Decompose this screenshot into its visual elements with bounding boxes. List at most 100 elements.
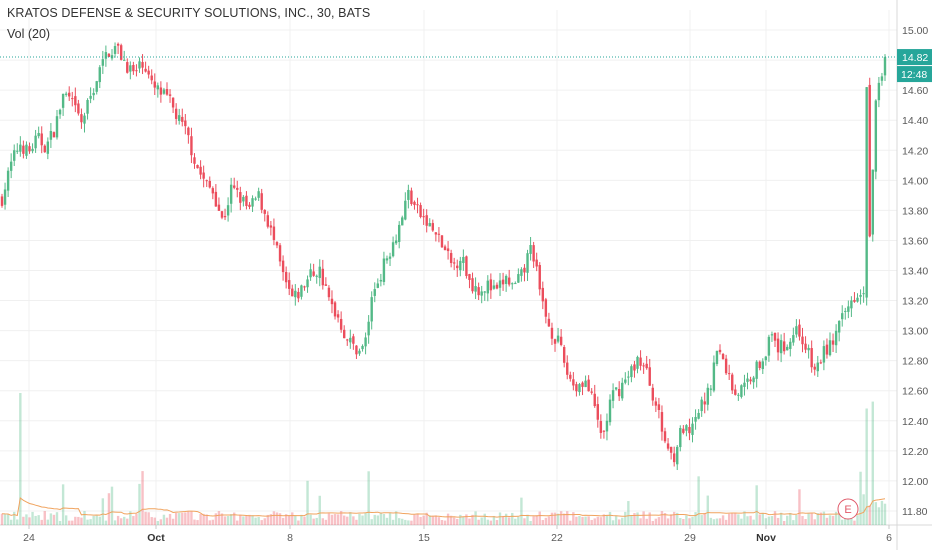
volume-bar bbox=[89, 519, 92, 525]
volume-bar bbox=[3, 514, 7, 525]
volume-bar bbox=[440, 520, 444, 525]
candle-body bbox=[364, 337, 367, 347]
volume-bar bbox=[178, 513, 181, 525]
volume-bar bbox=[141, 471, 144, 525]
volume-bar bbox=[77, 516, 80, 525]
candle-body bbox=[31, 148, 34, 152]
candle-body bbox=[532, 245, 535, 262]
volume-bar bbox=[789, 512, 792, 525]
volume-bar bbox=[245, 516, 248, 525]
candle-body bbox=[190, 136, 193, 156]
candle-body bbox=[327, 287, 331, 298]
candle-body bbox=[862, 293, 865, 295]
candle-body bbox=[187, 127, 190, 136]
volume-bar bbox=[394, 511, 398, 525]
candle-body bbox=[0, 196, 4, 206]
volume-bar bbox=[422, 515, 425, 525]
candle-body bbox=[841, 313, 844, 320]
volume-bar bbox=[569, 520, 572, 525]
volume-bar bbox=[236, 520, 239, 525]
volume-bar bbox=[645, 518, 648, 525]
volume-bar bbox=[575, 516, 578, 525]
volume-bar bbox=[34, 515, 37, 525]
candle-body bbox=[810, 348, 813, 368]
candle-body bbox=[541, 287, 544, 302]
volume-bar bbox=[74, 516, 77, 525]
volume-bar bbox=[269, 514, 273, 525]
volume-bar bbox=[749, 515, 752, 525]
volume-bar bbox=[731, 512, 734, 525]
volume-bar bbox=[126, 518, 129, 525]
volume-bar bbox=[624, 511, 627, 525]
volume-bar bbox=[883, 503, 887, 525]
candle-body bbox=[593, 393, 596, 407]
candle-body bbox=[95, 81, 98, 92]
candle-body bbox=[456, 265, 459, 269]
volume-indicator-label[interactable]: Vol (20) bbox=[7, 27, 51, 41]
candle-body bbox=[291, 288, 294, 297]
candle-body bbox=[349, 337, 352, 343]
time-tick-label: 15 bbox=[418, 532, 430, 544]
candle-body bbox=[294, 290, 297, 298]
candle-body bbox=[459, 260, 462, 271]
candle-body bbox=[572, 379, 575, 386]
candle-body bbox=[153, 81, 156, 88]
candle-body bbox=[633, 364, 636, 371]
candle-body bbox=[480, 291, 483, 296]
volume-bar bbox=[798, 489, 801, 525]
time-tick-label: Oct bbox=[147, 532, 165, 544]
candle-body bbox=[877, 82, 881, 101]
volume-bar bbox=[556, 513, 560, 525]
candle-body bbox=[773, 332, 777, 341]
candle-body bbox=[749, 379, 752, 382]
candle-body bbox=[844, 310, 847, 312]
volume-bar bbox=[547, 516, 551, 525]
volume-bar bbox=[514, 518, 517, 525]
candle-body bbox=[608, 399, 612, 423]
candle-body bbox=[98, 67, 101, 83]
candle-body bbox=[789, 341, 792, 349]
volume-bar bbox=[666, 518, 670, 525]
volume-bar bbox=[584, 516, 587, 525]
volume-bar bbox=[9, 519, 13, 525]
volume-bar bbox=[507, 517, 511, 525]
candle-body bbox=[92, 92, 95, 96]
candle-body bbox=[724, 358, 728, 374]
candle-body bbox=[239, 192, 242, 203]
volume-bar bbox=[614, 515, 618, 525]
earnings-marker bbox=[837, 498, 859, 520]
candle-body bbox=[837, 320, 841, 333]
volume-bar bbox=[578, 516, 581, 525]
candle-body bbox=[89, 95, 92, 99]
volume-bar bbox=[309, 514, 312, 525]
candle-body bbox=[764, 356, 768, 361]
candle-body bbox=[663, 431, 667, 442]
candle-body bbox=[339, 318, 343, 330]
volume-bar bbox=[19, 393, 22, 525]
volume-bar bbox=[80, 517, 83, 525]
candle-body bbox=[404, 200, 407, 220]
volume-bar bbox=[260, 520, 263, 525]
candle-body bbox=[517, 274, 520, 283]
volume-bar bbox=[58, 520, 62, 525]
candle-body bbox=[562, 347, 566, 363]
candle-body bbox=[22, 145, 25, 154]
volume-bar bbox=[706, 495, 709, 525]
volume-bar bbox=[700, 515, 703, 525]
candle-body bbox=[721, 353, 725, 360]
chart-title: KRATOS DEFENSE & SECURITY SOLUTIONS, INC… bbox=[7, 6, 371, 20]
candle-body bbox=[474, 286, 477, 292]
candle-body bbox=[657, 404, 661, 410]
candle-body bbox=[229, 184, 233, 204]
volume-bar bbox=[318, 495, 321, 525]
volume-bar bbox=[263, 518, 266, 525]
volume-bar bbox=[294, 515, 297, 525]
volume-bar bbox=[850, 518, 853, 525]
candle-body bbox=[529, 245, 532, 254]
volume-bar bbox=[248, 514, 251, 525]
candle-body bbox=[550, 327, 554, 339]
volume-bar bbox=[434, 515, 438, 525]
volume-bar bbox=[627, 501, 630, 525]
candle-body bbox=[211, 188, 215, 194]
